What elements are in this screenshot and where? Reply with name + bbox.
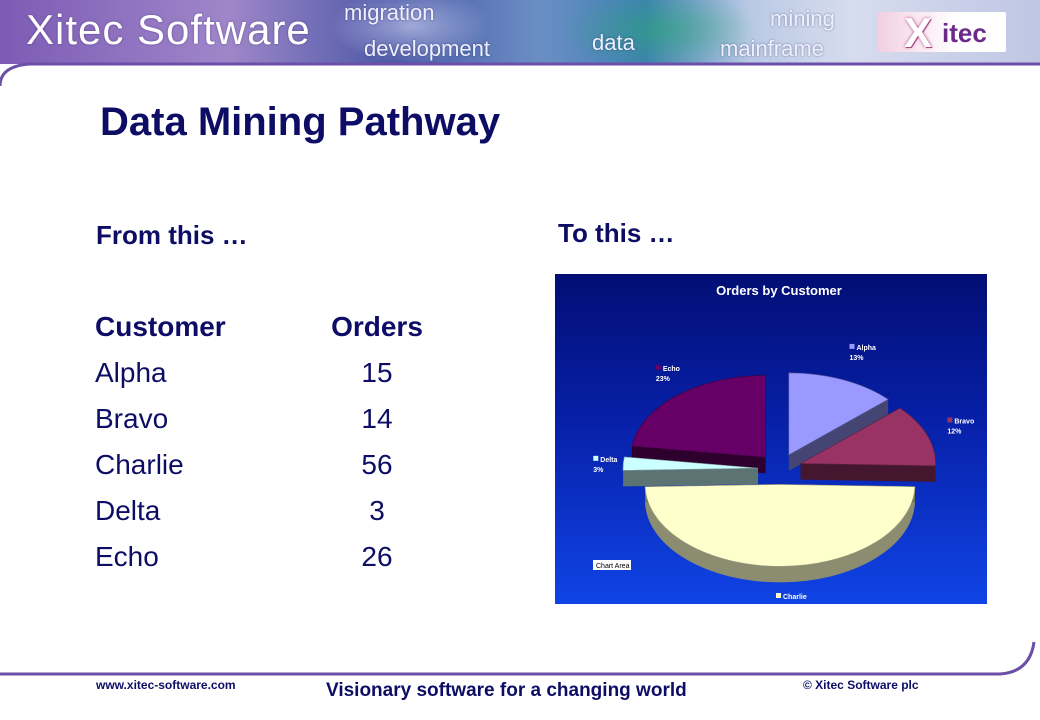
chart-area-box xyxy=(593,560,631,570)
footer-copyright: © Xitec Software plc xyxy=(803,678,919,692)
pie-chart: Orders by Customer Alpha 13% Bravo 12% Charl… xyxy=(555,274,987,604)
orders-cell: 15 xyxy=(361,357,393,388)
customer-cell: Delta xyxy=(95,495,161,526)
slice-label-percent: 3% xyxy=(593,467,604,474)
legend-swatch xyxy=(776,593,781,598)
slice-label-percent: 13% xyxy=(850,355,865,362)
banner-word-mining: mining xyxy=(770,6,835,31)
pie-slice-bravo xyxy=(799,407,936,482)
pie-slice-charlie xyxy=(644,484,916,583)
banner-glow xyxy=(330,0,490,64)
banner-glow xyxy=(560,0,760,64)
footer-url[interactable]: www.xitec-software.com xyxy=(96,678,236,692)
orders-cell: 3 xyxy=(369,495,385,526)
chart-title: Orders by Customer xyxy=(716,283,842,298)
slice-label-name: Echo xyxy=(663,366,680,373)
legend-swatch xyxy=(655,364,661,370)
from-this-label: From this … xyxy=(96,220,248,250)
column-header-customer: Customer xyxy=(95,311,226,342)
slide-title: Data Mining Pathway xyxy=(100,100,501,144)
xitec-logo: X itec xyxy=(878,9,1006,56)
slice-label-name: Charlie xyxy=(783,594,807,601)
legend-swatch xyxy=(947,417,953,423)
frame-bottom-curve xyxy=(0,641,1036,676)
orders-cell: 26 xyxy=(361,541,393,572)
customer-cell: Charlie xyxy=(95,449,184,480)
slice-label-percent: 23% xyxy=(656,376,671,383)
orders-cell: 14 xyxy=(361,403,393,434)
footer-tagline: Visionary software for a changing world xyxy=(326,680,687,701)
to-this-label: To this … xyxy=(558,218,675,248)
frame-top-curve xyxy=(0,62,1040,86)
slice-label-percent: 12% xyxy=(947,428,962,435)
slice-label-name: Delta xyxy=(600,457,617,464)
slice-label-name: Alpha xyxy=(857,345,877,352)
banner-word-mainframe: mainframe xyxy=(720,36,824,61)
pie-slice-echo xyxy=(631,375,766,474)
customer-cell: Alpha xyxy=(95,357,167,388)
customer-cell: Bravo xyxy=(95,403,169,434)
banner-word-migration: migration xyxy=(344,0,435,25)
banner-word-data: data xyxy=(592,30,635,55)
orders-cell: 56 xyxy=(361,449,393,480)
pie-slice-delta xyxy=(622,456,759,487)
logo-itec: itec xyxy=(942,18,987,48)
customer-cell: Echo xyxy=(95,541,159,572)
logo-x: X xyxy=(904,9,933,56)
legend-swatch xyxy=(593,455,599,461)
legend-swatch xyxy=(849,343,855,349)
column-header-orders: Orders xyxy=(331,311,423,342)
pie-slice-alpha xyxy=(788,372,889,471)
chart-area-label: Chart Area xyxy=(596,563,630,570)
brand-name: Xitec Software xyxy=(26,6,311,53)
banner-word-development: development xyxy=(364,36,490,61)
header-banner: Xitec Software migration development dat… xyxy=(0,0,1040,64)
pie-chart-svg: Orders by Customer Alpha 13% Bravo 12% Charl… xyxy=(593,283,974,601)
slice-label-name: Bravo xyxy=(954,418,974,425)
